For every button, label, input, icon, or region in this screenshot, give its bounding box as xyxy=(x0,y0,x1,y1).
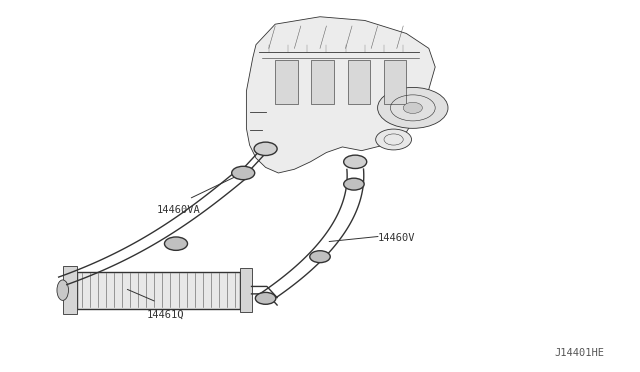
Text: J14401HE: J14401HE xyxy=(555,349,605,358)
Circle shape xyxy=(344,178,364,190)
Bar xyxy=(77,272,240,309)
Circle shape xyxy=(403,102,422,113)
Circle shape xyxy=(378,87,448,128)
Circle shape xyxy=(376,129,412,150)
Bar xyxy=(63,266,77,314)
Polygon shape xyxy=(246,17,435,173)
Text: 14461Q: 14461Q xyxy=(147,310,185,319)
Bar xyxy=(240,268,252,312)
Circle shape xyxy=(344,155,367,169)
Circle shape xyxy=(164,237,188,250)
Bar xyxy=(275,60,298,104)
Bar xyxy=(348,60,370,104)
Text: 14460VA: 14460VA xyxy=(157,205,200,215)
Circle shape xyxy=(310,251,330,263)
Ellipse shape xyxy=(57,280,68,301)
Circle shape xyxy=(255,292,276,304)
Circle shape xyxy=(232,166,255,180)
Text: 14460V: 14460V xyxy=(378,233,415,243)
Circle shape xyxy=(254,142,277,155)
Bar xyxy=(312,60,334,104)
Bar xyxy=(384,60,406,104)
